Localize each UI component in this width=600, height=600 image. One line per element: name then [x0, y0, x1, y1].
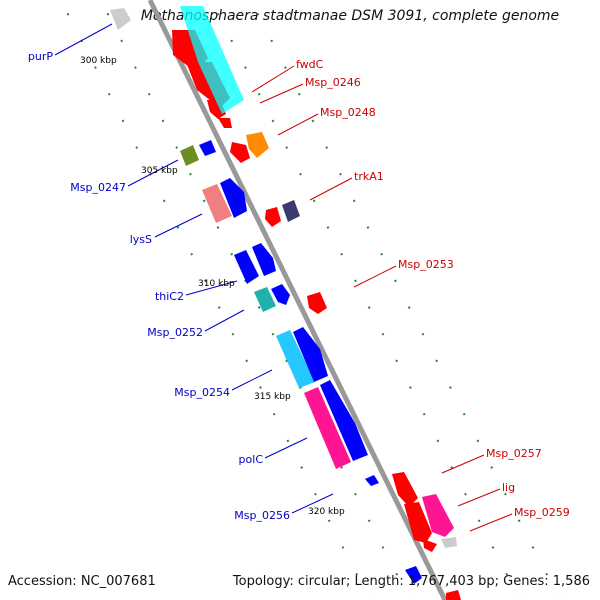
track-guide-left-inner	[99, 0, 411, 600]
leader-polC	[264, 437, 308, 459]
gene-lysS[interactable]	[220, 178, 247, 218]
leader-lig	[457, 488, 501, 507]
gene-label[interactable]: thiC2	[155, 290, 184, 303]
gene-label[interactable]: trkA1	[354, 170, 384, 183]
leader-fwdC	[251, 65, 295, 93]
map-title-text: Methanosphaera stadtmanae DSM 3091, comp…	[140, 8, 560, 24]
gene-features[interactable]	[110, 6, 461, 600]
gene-label[interactable]: polC	[239, 453, 264, 466]
track-guide-right-inner	[209, 0, 521, 600]
gene-blue-bottom[interactable]	[405, 566, 422, 584]
genome-axis	[147, 0, 448, 600]
leader-Msp_0248	[277, 113, 319, 136]
tick-label: 305 kbp	[141, 166, 178, 176]
leader-thiC2	[185, 280, 238, 296]
gene-blue-f[interactable]	[271, 284, 290, 305]
map-title: Methanosphaera stadtmanae DSM 3091, comp…	[0, 8, 600, 24]
tick-label: 300 kbp	[80, 56, 117, 66]
gene-lig-red[interactable]	[404, 502, 432, 543]
leader-purP	[54, 23, 113, 56]
gene-polC-pink[interactable]	[304, 387, 351, 469]
gene-label[interactable]: purP	[28, 50, 53, 63]
gene-label[interactable]: Msp_0256	[234, 509, 290, 522]
track-guide-right-outer	[249, 0, 561, 600]
track-guide-left-outer	[59, 0, 371, 600]
gene-label[interactable]: Msp_0257	[486, 447, 542, 460]
gene-label[interactable]: Msp_0253	[398, 258, 454, 271]
leader-lysS	[154, 213, 203, 238]
gene-cyan-long[interactable]	[180, 6, 244, 114]
label-leader-lines	[54, 23, 513, 532]
gene-Msp_0254[interactable]	[293, 327, 328, 382]
leader-Msp_0252	[204, 309, 245, 332]
tick-label: 320 kbp	[308, 507, 345, 517]
gene-Msp_0248[interactable]	[246, 132, 269, 158]
gene-label[interactable]: Msp_0254	[174, 386, 230, 399]
leader-Msp_0256	[291, 493, 334, 514]
leader-Msp_0257	[441, 454, 485, 474]
gene-polC[interactable]	[320, 380, 368, 461]
leader-Msp_0254	[231, 369, 273, 391]
gene-label[interactable]: Msp_0252	[147, 326, 203, 339]
leader-Msp_0246	[259, 83, 304, 104]
gene-lig[interactable]	[422, 494, 454, 537]
gene-thiC2-a[interactable]	[234, 250, 259, 284]
gene-thiC2[interactable]	[252, 243, 276, 276]
gene-label[interactable]: Msp_0247	[70, 181, 126, 194]
gene-Msp_0252[interactable]	[254, 287, 276, 312]
leader-Msp_0253	[353, 265, 397, 288]
gene-Msp_0247[interactable]	[199, 140, 216, 156]
accession-text: Accession: NC_007681	[8, 574, 156, 589]
leader-trkA1	[309, 177, 353, 201]
gene-Msp_0253[interactable]	[307, 292, 327, 314]
tick-label: 310 kbp	[198, 279, 235, 289]
gene-red-d[interactable]	[265, 207, 281, 227]
gene-Msp_0257[interactable]	[392, 472, 418, 507]
gene-olive[interactable]	[180, 145, 199, 166]
position-ticks: 300 kbp 305 kbp 310 kbp 315 kbp 320 kbp	[80, 56, 345, 517]
leader-Msp_0247	[127, 159, 179, 187]
gene-lysS-pink[interactable]	[202, 184, 232, 223]
gene-label[interactable]: lysS	[130, 233, 152, 246]
topology-text: Topology: circular; Length: 1,767,403 bp…	[232, 574, 590, 589]
reverse-gene-labels: fwdC Msp_0246 Msp_0248 trkA1 Msp_0253 Ms…	[296, 58, 570, 519]
forward-gene-labels: purP Msp_0247 lysS thiC2 Msp_0252 Msp_02…	[28, 50, 290, 522]
gene-red-e[interactable]	[423, 539, 437, 552]
tick-label: 315 kbp	[254, 392, 291, 402]
gene-red-small-b[interactable]	[218, 118, 232, 128]
gene-red-c[interactable]	[230, 142, 250, 163]
gene-purP[interactable]	[110, 8, 131, 30]
gene-Msp_0256[interactable]	[365, 475, 379, 486]
track-guides	[59, 0, 561, 600]
gene-label[interactable]: Msp_0259	[514, 506, 570, 519]
gene-red-bottom[interactable]	[446, 590, 461, 600]
gene-trkA1[interactable]	[282, 200, 300, 222]
gene-label[interactable]: lig	[502, 481, 515, 494]
gene-label[interactable]: Msp_0246	[305, 76, 361, 89]
leader-Msp_0259	[469, 513, 513, 532]
gene-Msp_0259[interactable]	[441, 537, 457, 548]
gene-Msp_0254-cyan[interactable]	[276, 330, 315, 388]
gene-label[interactable]: Msp_0248	[320, 106, 376, 119]
gene-label[interactable]: fwdC	[296, 58, 324, 71]
